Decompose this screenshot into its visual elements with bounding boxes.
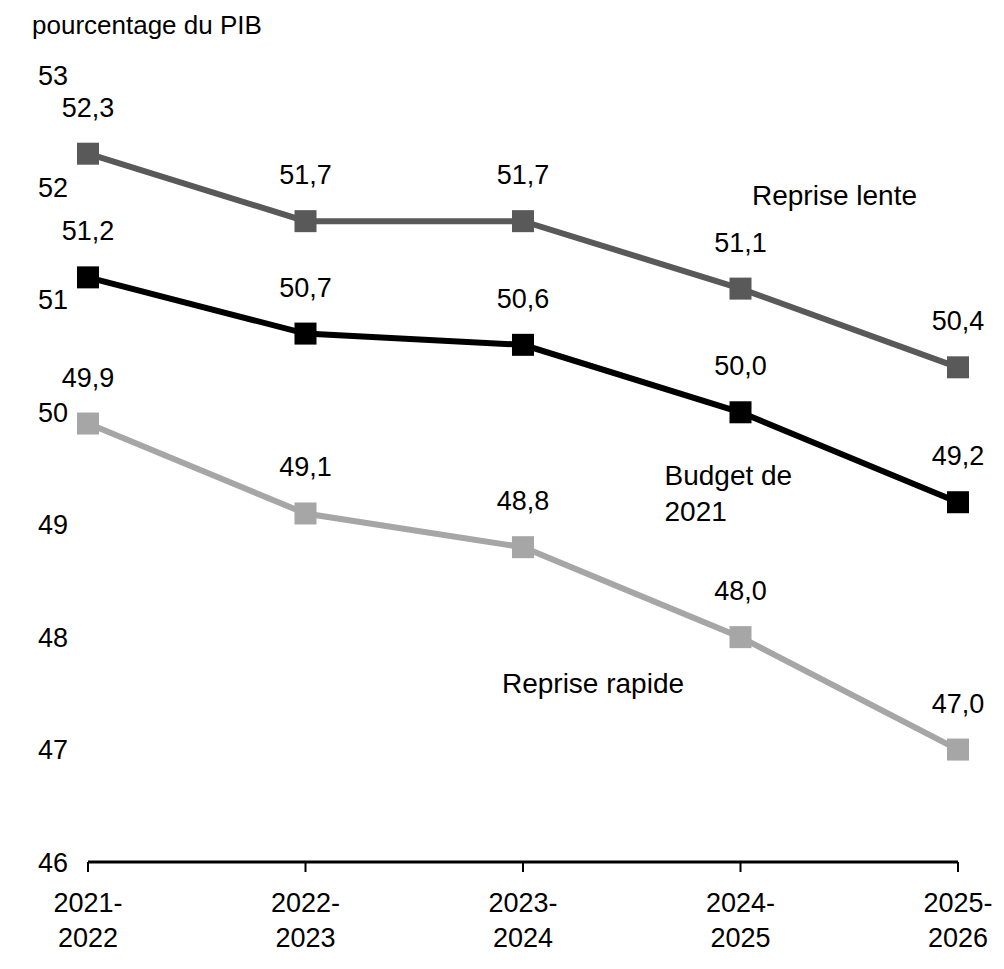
svg-text:50,6: 50,6 bbox=[497, 284, 550, 314]
svg-text:2022-2023: 2022-2023 bbox=[271, 888, 340, 953]
svg-text:49,2: 49,2 bbox=[932, 441, 985, 471]
svg-text:49,1: 49,1 bbox=[279, 452, 332, 482]
svg-text:2023-2024: 2023-2024 bbox=[488, 888, 557, 953]
svg-text:53: 53 bbox=[38, 61, 68, 91]
svg-text:51,7: 51,7 bbox=[497, 160, 550, 190]
svg-text:48,0: 48,0 bbox=[714, 576, 767, 606]
svg-text:51,7: 51,7 bbox=[279, 160, 332, 190]
svg-text:49,9: 49,9 bbox=[62, 363, 115, 393]
svg-text:2024-2025: 2024-2025 bbox=[706, 888, 775, 953]
svg-text:2025-2026: 2025-2026 bbox=[923, 888, 992, 953]
svg-text:51: 51 bbox=[38, 285, 68, 315]
svg-text:49: 49 bbox=[38, 510, 68, 540]
svg-text:48: 48 bbox=[38, 623, 68, 653]
svg-text:46: 46 bbox=[38, 848, 68, 878]
svg-text:47: 47 bbox=[38, 735, 68, 765]
svg-text:50,7: 50,7 bbox=[279, 273, 332, 303]
svg-text:51,2: 51,2 bbox=[62, 216, 115, 246]
svg-text:50,4: 50,4 bbox=[932, 306, 985, 336]
html-text:pourcentage du PIB: pourcentage du PIB bbox=[32, 10, 262, 40]
svg-text:52,3: 52,3 bbox=[62, 93, 115, 123]
svg-text:Budget de2021: Budget de2021 bbox=[665, 460, 793, 527]
svg-text:50: 50 bbox=[38, 398, 68, 428]
svg-text:50,0: 50,0 bbox=[714, 351, 767, 381]
svg-text:48,8: 48,8 bbox=[497, 486, 550, 516]
svg-text:Reprise lente: Reprise lente bbox=[752, 180, 917, 211]
svg-text:47,0: 47,0 bbox=[932, 689, 985, 719]
svg-text:51,1: 51,1 bbox=[714, 228, 767, 258]
svg-text:2021-2022: 2021-2022 bbox=[53, 888, 122, 953]
svg-text:Reprise rapide: Reprise rapide bbox=[502, 668, 684, 699]
svg-text:52: 52 bbox=[38, 173, 68, 203]
